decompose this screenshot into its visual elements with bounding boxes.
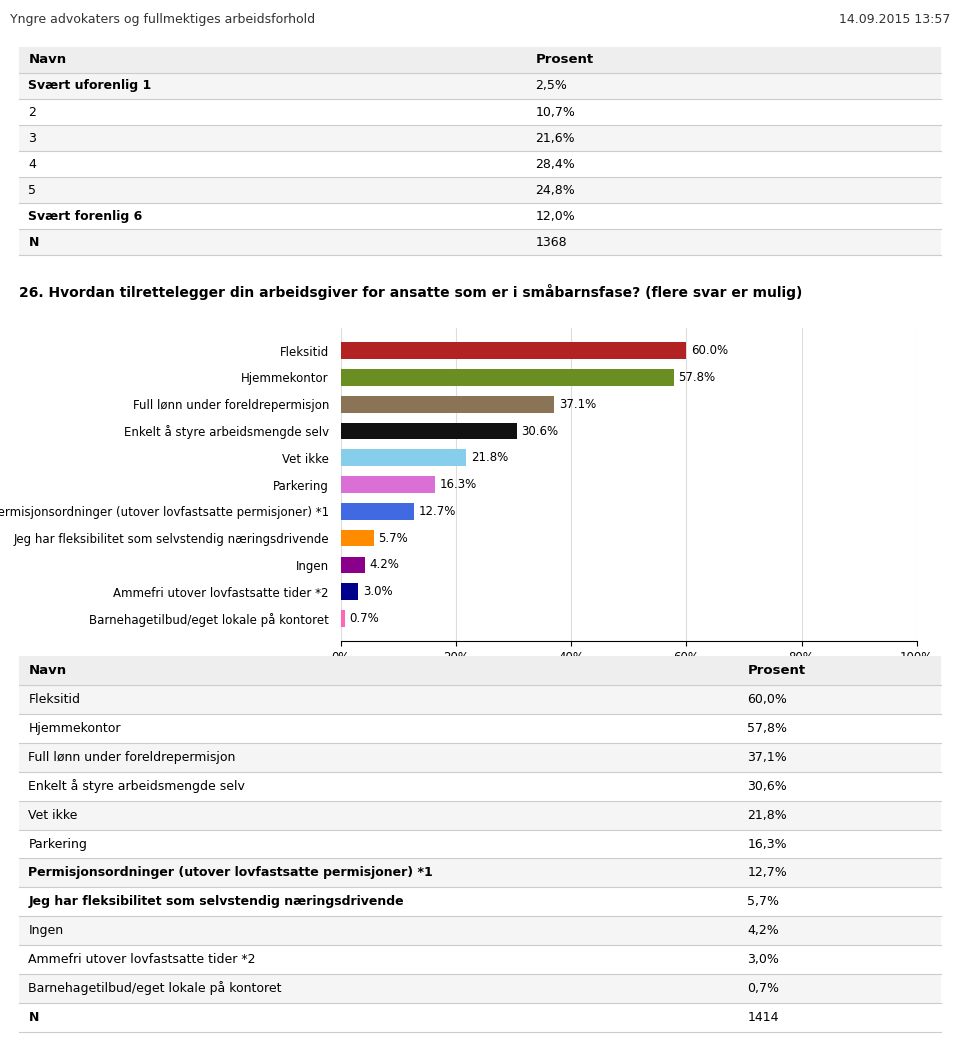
FancyBboxPatch shape (19, 974, 941, 1002)
Text: 12.7%: 12.7% (419, 504, 456, 518)
FancyBboxPatch shape (19, 47, 941, 73)
Text: Parkering: Parkering (29, 838, 87, 850)
Text: 16.3%: 16.3% (440, 478, 476, 491)
Bar (341, 503, 414, 520)
Text: 4: 4 (29, 157, 36, 171)
Text: Navn: Navn (29, 665, 66, 677)
Text: 5: 5 (29, 183, 36, 197)
Text: 12,0%: 12,0% (536, 209, 575, 223)
Bar (341, 476, 435, 493)
FancyBboxPatch shape (19, 859, 941, 888)
FancyBboxPatch shape (19, 945, 941, 974)
FancyBboxPatch shape (19, 656, 941, 686)
Text: 28,4%: 28,4% (536, 157, 575, 171)
Text: 37.1%: 37.1% (559, 398, 596, 411)
FancyBboxPatch shape (19, 73, 941, 99)
Text: Enkelt å styre arbeidsmengde selv: Enkelt å styre arbeidsmengde selv (29, 779, 246, 793)
Text: Prosent: Prosent (536, 53, 593, 67)
Text: Yngre advokaters og fullmektiges arbeidsforhold: Yngre advokaters og fullmektiges arbeids… (10, 14, 315, 26)
FancyBboxPatch shape (19, 916, 941, 945)
Text: Navn: Navn (29, 53, 66, 67)
Bar (341, 369, 674, 386)
Text: 57.8%: 57.8% (679, 371, 715, 384)
Text: 26. Hvordan tilrettelegger din arbeidsgiver for ansatte som er i småbarnsfase? (: 26. Hvordan tilrettelegger din arbeidsgi… (19, 284, 803, 300)
Bar (341, 396, 555, 413)
FancyBboxPatch shape (19, 686, 941, 714)
FancyBboxPatch shape (19, 888, 941, 916)
Text: Ingen: Ingen (29, 924, 63, 937)
Bar (341, 529, 373, 546)
Text: N: N (29, 235, 38, 249)
X-axis label: Prosent: Prosent (606, 674, 652, 688)
Text: 1414: 1414 (747, 1011, 779, 1023)
Text: 16,3%: 16,3% (747, 838, 787, 850)
Bar (341, 449, 467, 466)
FancyBboxPatch shape (19, 177, 941, 203)
FancyBboxPatch shape (19, 151, 941, 177)
Text: 1368: 1368 (536, 235, 567, 249)
FancyBboxPatch shape (19, 1002, 941, 1032)
Text: 21,6%: 21,6% (536, 131, 575, 145)
Text: Ammefri utover lovfastsatte tider *2: Ammefri utover lovfastsatte tider *2 (29, 953, 256, 966)
Text: Prosent: Prosent (747, 665, 805, 677)
Text: 2: 2 (29, 105, 36, 119)
Text: 57,8%: 57,8% (747, 722, 787, 735)
Text: 3,0%: 3,0% (747, 953, 780, 966)
Text: Vet ikke: Vet ikke (29, 809, 78, 822)
Text: 30,6%: 30,6% (747, 779, 787, 793)
Text: Fleksitid: Fleksitid (29, 693, 81, 706)
Text: 0,7%: 0,7% (747, 982, 780, 995)
Text: 3.0%: 3.0% (363, 585, 393, 598)
FancyBboxPatch shape (19, 203, 941, 229)
FancyBboxPatch shape (19, 772, 941, 800)
Text: Full lønn under foreldrepermisjon: Full lønn under foreldrepermisjon (29, 751, 236, 764)
Text: Permisjonsordninger (utover lovfastsatte permisjoner) *1: Permisjonsordninger (utover lovfastsatte… (29, 866, 433, 879)
Text: 12,7%: 12,7% (747, 866, 787, 879)
Text: 5,7%: 5,7% (747, 895, 780, 909)
Text: 21,8%: 21,8% (747, 809, 787, 822)
Text: Hjemmekontor: Hjemmekontor (29, 722, 121, 735)
Text: N: N (29, 1011, 38, 1023)
Bar (341, 610, 345, 626)
Text: 14.09.2015 13:57: 14.09.2015 13:57 (839, 14, 950, 26)
FancyBboxPatch shape (19, 800, 941, 829)
Bar (341, 343, 686, 359)
Bar (341, 584, 358, 600)
Text: 21.8%: 21.8% (471, 451, 508, 465)
Bar (341, 423, 517, 440)
FancyBboxPatch shape (19, 714, 941, 743)
Text: 60,0%: 60,0% (747, 693, 787, 706)
FancyBboxPatch shape (19, 743, 941, 772)
Text: Svært uforenlig 1: Svært uforenlig 1 (29, 79, 152, 93)
Bar (341, 556, 365, 573)
Text: 0.7%: 0.7% (349, 612, 379, 625)
Text: Svært forenlig 6: Svært forenlig 6 (29, 209, 143, 223)
Text: Barnehagetilbud/eget lokale på kontoret: Barnehagetilbud/eget lokale på kontoret (29, 982, 282, 995)
FancyBboxPatch shape (19, 829, 941, 859)
Text: 4.2%: 4.2% (370, 559, 399, 571)
Text: 5.7%: 5.7% (378, 531, 408, 545)
Text: 60.0%: 60.0% (691, 344, 728, 357)
FancyBboxPatch shape (19, 99, 941, 125)
Text: 24,8%: 24,8% (536, 183, 575, 197)
Text: 30.6%: 30.6% (521, 424, 559, 438)
Text: 3: 3 (29, 131, 36, 145)
Text: 10,7%: 10,7% (536, 105, 575, 119)
FancyBboxPatch shape (19, 125, 941, 151)
Text: Jeg har fleksibilitet som selvstendig næringsdrivende: Jeg har fleksibilitet som selvstendig næ… (29, 895, 404, 909)
Text: 37,1%: 37,1% (747, 751, 787, 764)
Text: 4,2%: 4,2% (747, 924, 779, 937)
FancyBboxPatch shape (19, 229, 941, 255)
Text: 2,5%: 2,5% (536, 79, 567, 93)
